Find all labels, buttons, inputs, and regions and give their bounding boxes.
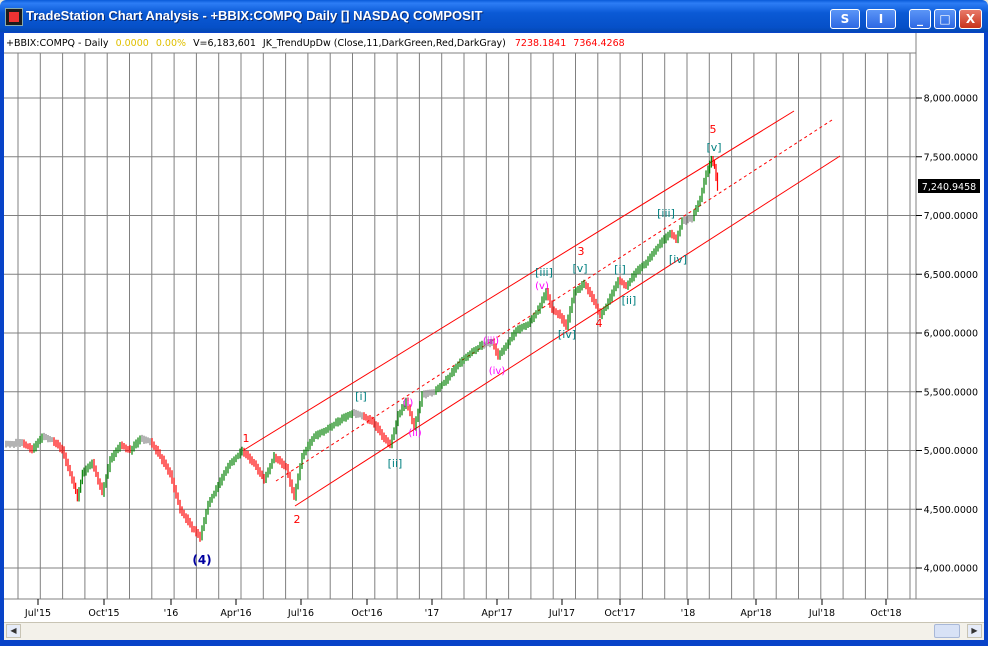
chart-header: +BBIX:COMPQ - Daily 0.0000 0.00% V=6,183… [6, 38, 625, 49]
time-tick-label: Apr'17 [481, 608, 512, 619]
wave-label-1: 1 [243, 432, 250, 445]
scroll-left-arrow-icon[interactable]: ◀ [6, 624, 21, 638]
channel-mid-line [275, 119, 833, 482]
wave-label-minute-iv: (iv) [489, 366, 506, 377]
indicator-label: JK_TrendUpDw (Close,11,DarkGreen,Red,Dar… [262, 38, 506, 49]
price-channel [243, 110, 841, 507]
close-button[interactable]: X [959, 9, 982, 29]
price-tick-label: 5,000.0000 [924, 446, 978, 457]
time-tick-label: '16 [164, 608, 179, 619]
time-tick-label: Jul'18 [808, 608, 835, 619]
chart-svg[interactable]: 8,000.0000 7,500.0000 7,000.0000 6,500.0000… [4, 33, 984, 623]
price-series [5, 155, 719, 542]
wave-label-minor-iv-2: [iv] [669, 253, 687, 266]
price-tick-label: 6,500.0000 [924, 270, 978, 281]
wave-label-minute-v: (v) [535, 281, 549, 292]
time-tick-label: Jul'16 [287, 608, 314, 619]
wave-label-minor-iii-1: [iii] [535, 266, 553, 279]
price-tick-label: 6,000.0000 [924, 329, 978, 340]
time-tick-label: '18 [681, 608, 696, 619]
wave-label-minor-ii-1: [ii] [388, 457, 403, 470]
time-tick-label: Oct'15 [88, 608, 119, 619]
maximize-button[interactable]: □ [934, 9, 956, 29]
price-tick-label: 8,000.0000 [924, 94, 978, 105]
wave-label-minute-ii: (ii) [408, 428, 421, 439]
wave-label-minor-iii-2: [iii] [657, 207, 675, 220]
symbol-button[interactable]: S [830, 9, 860, 29]
horizontal-scrollbar[interactable]: ◀ ▶ [4, 622, 984, 640]
wave-label-5: 5 [710, 123, 717, 136]
price-tick-label: 5,500.0000 [924, 387, 978, 398]
wave-label-minute-iii: (iii) [483, 336, 499, 347]
wave-label-minor-i-1: [i] [355, 390, 367, 403]
time-tick-label: Jul'17 [548, 608, 575, 619]
volume-value: V=6,183,601 [193, 38, 256, 49]
change-pct: 0.00% [156, 38, 186, 49]
time-tick-label: Oct'17 [604, 608, 635, 619]
channel-upper-line [243, 110, 795, 451]
minimize-button[interactable]: _ [909, 9, 931, 29]
wave-label-minor-i-2: [i] [614, 263, 626, 276]
time-tick-label: Apr'18 [740, 608, 771, 619]
app-icon [5, 8, 23, 26]
grid-lines [4, 53, 916, 599]
wave-label-minor-iv-1: [iv] [558, 328, 576, 341]
last-price-box [918, 179, 980, 193]
time-tick-label: Jul'15 [24, 608, 51, 619]
chart-area[interactable]: 8,000.0000 7,500.0000 7,000.0000 6,500.0000… [4, 33, 984, 638]
time-tick-label: '17 [425, 608, 440, 619]
wave-label-primary-4: (4) [192, 553, 211, 567]
indicator-button[interactable]: I [866, 9, 896, 29]
price-tick-label: 4,000.0000 [924, 564, 978, 575]
wave-label-minute-i: (i) [403, 398, 414, 409]
wave-label-3: 3 [578, 245, 585, 258]
window-title: TradeStation Chart Analysis - +BBIX:COMP… [26, 8, 483, 23]
title-bar: TradeStation Chart Analysis - +BBIX:COMP… [0, 0, 988, 32]
scroll-thumb[interactable] [934, 624, 960, 638]
channel-lower-line [294, 155, 841, 507]
wave-labels: (4) 1 2 3 4 5 [i] [ii] [iii] [iv] [v] [i… [192, 123, 721, 567]
price-tick-label: 7,000.0000 [924, 211, 978, 222]
wave-label-minor-v-2: [v] [706, 141, 721, 154]
scroll-right-arrow-icon[interactable]: ▶ [967, 624, 982, 638]
time-tick-label: Apr'16 [220, 608, 251, 619]
indicator-value-2: 7364.4268 [573, 38, 624, 49]
change-value: 0.0000 [116, 38, 149, 49]
wave-label-2: 2 [294, 513, 301, 526]
time-axis: Jul'15 Oct'15 '16 Apr'16 Jul'16 Oct'16 '17 Apr'… [24, 599, 902, 619]
indicator-value-1: 7238.1841 [515, 38, 566, 49]
time-tick-label: Oct'16 [351, 608, 382, 619]
price-tick-label: 7,500.0000 [924, 152, 978, 163]
wave-label-4: 4 [596, 317, 603, 330]
price-axis: 8,000.0000 7,500.0000 7,000.0000 6,500.0000… [916, 94, 978, 575]
wave-label-minor-ii-2: [ii] [622, 294, 637, 307]
symbol-label: +BBIX:COMPQ - Daily [6, 38, 109, 49]
wave-label-minor-v-1: [v] [572, 262, 587, 275]
time-tick-label: Oct'18 [870, 608, 901, 619]
price-tick-label: 4,500.0000 [924, 505, 978, 516]
last-price-label: 7,240.9458 [922, 182, 976, 193]
